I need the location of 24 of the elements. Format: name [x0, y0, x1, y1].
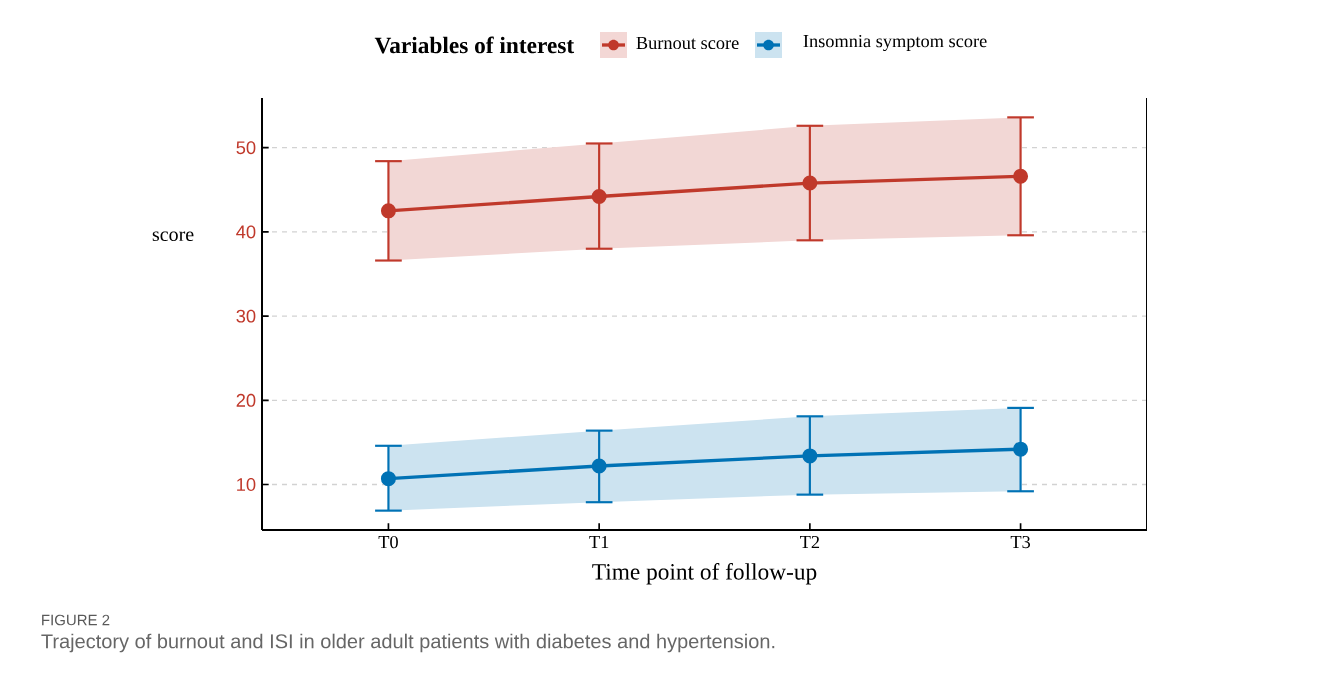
y-axis-title: score — [152, 231, 194, 242]
point — [802, 448, 818, 464]
y-tick-label: 30 — [236, 309, 256, 323]
caption: FIGURE 2 — [42, 614, 110, 626]
text: Trajectory of burnout and ISI in older adult patients with diabetes and hypertension. — [41, 633, 775, 653]
point — [1013, 441, 1029, 457]
y-tick-label: 20 — [236, 393, 256, 407]
legend-label: Insomnia symptom score — [803, 34, 987, 52]
x-tick-label: T1 — [589, 535, 609, 548]
point — [591, 458, 607, 474]
y-tick-label: 40 — [236, 225, 256, 239]
point — [802, 175, 818, 191]
legend-title: Variables of interest — [374, 36, 575, 54]
x-tick-label: T2 — [800, 535, 820, 549]
point — [591, 189, 607, 205]
y-tick-label: 10 — [237, 478, 256, 492]
y-tick-label: 50 — [236, 141, 256, 155]
point — [1013, 168, 1029, 184]
point — [380, 203, 396, 219]
x-tick-label: T3 — [1010, 535, 1031, 549]
point — [380, 471, 396, 487]
legend-label: Burnout score — [636, 36, 739, 50]
x-tick-label: T0 — [378, 535, 398, 549]
x-axis-title: Time point of follow-up — [592, 563, 817, 585]
